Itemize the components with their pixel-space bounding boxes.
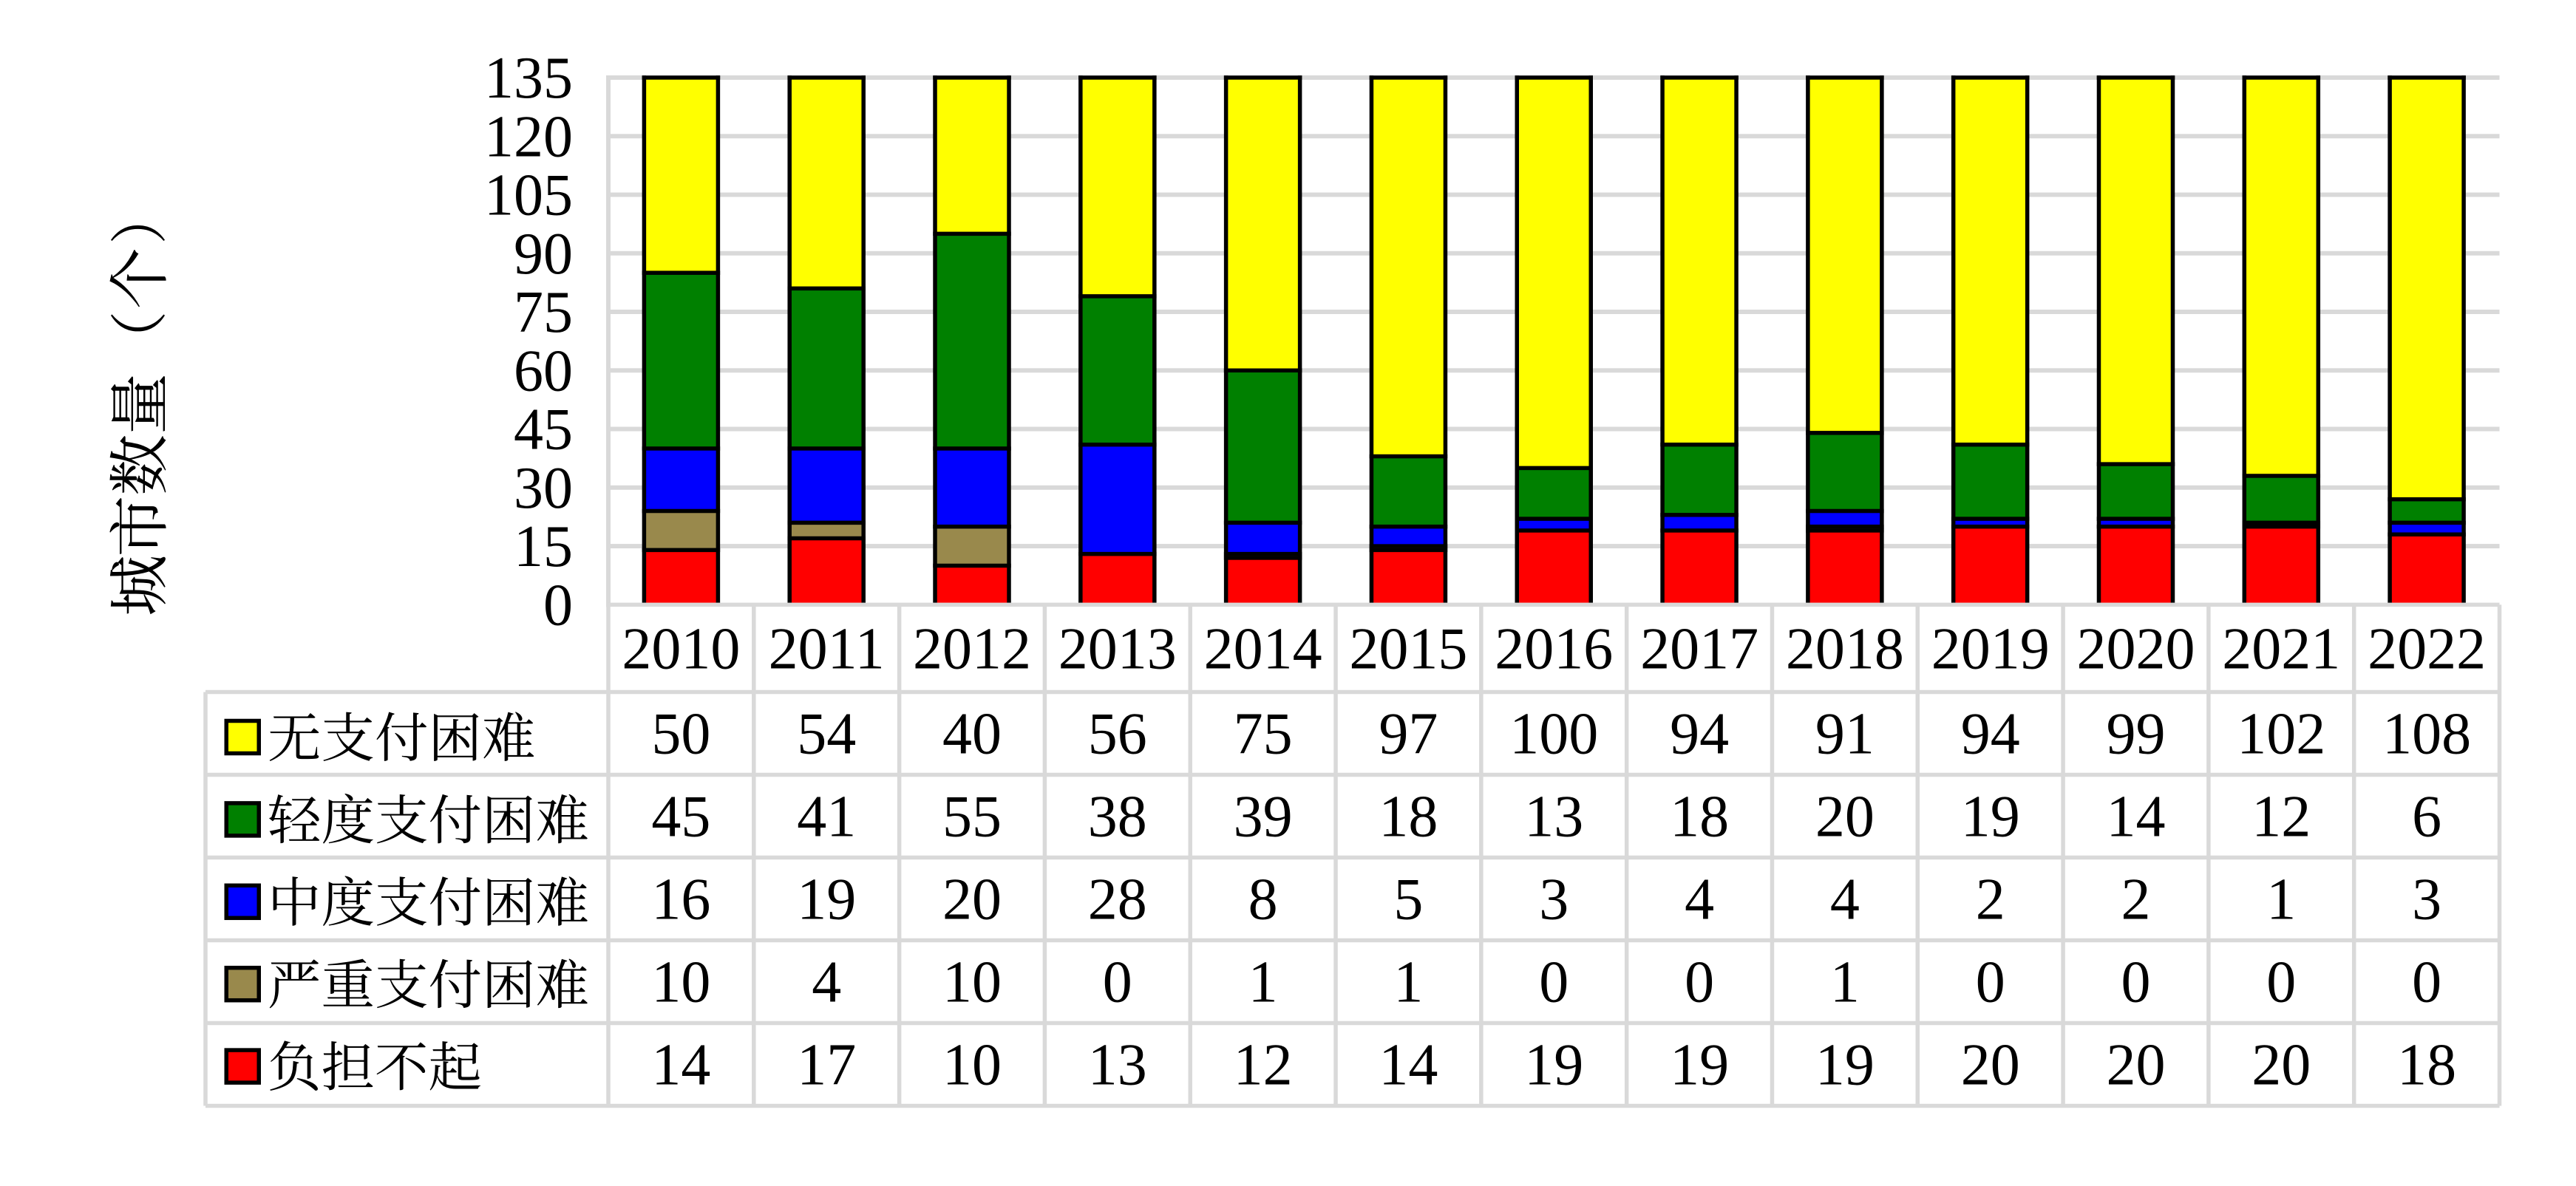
svg-text:19: 19	[797, 868, 856, 933]
svg-text:10: 10	[942, 950, 1002, 1015]
svg-text:2013: 2013	[1058, 616, 1177, 681]
svg-text:2019: 2019	[1931, 616, 2050, 681]
svg-text:1: 1	[1393, 950, 1423, 1015]
svg-text:60: 60	[514, 338, 573, 403]
svg-text:10: 10	[651, 950, 710, 1015]
svg-text:4: 4	[1830, 868, 1860, 933]
svg-text:135: 135	[484, 46, 573, 111]
svg-text:0: 0	[1103, 950, 1132, 1015]
svg-text:45: 45	[514, 398, 573, 463]
svg-text:0: 0	[543, 573, 573, 638]
svg-text:19: 19	[1815, 1033, 1875, 1098]
svg-text:15: 15	[514, 514, 573, 579]
svg-text:0: 0	[2266, 950, 2296, 1015]
svg-text:2018: 2018	[1786, 616, 1904, 681]
svg-text:2015: 2015	[1349, 616, 1467, 681]
svg-text:4: 4	[1685, 868, 1714, 933]
svg-text:91: 91	[1815, 702, 1875, 767]
svg-text:2010: 2010	[622, 616, 740, 681]
svg-text:5: 5	[1393, 868, 1423, 933]
svg-text:20: 20	[942, 868, 1002, 933]
svg-text:54: 54	[797, 702, 856, 767]
svg-text:2017: 2017	[1640, 616, 1758, 681]
svg-text:94: 94	[1961, 702, 2020, 767]
svg-text:17: 17	[797, 1033, 856, 1098]
svg-text:20: 20	[1815, 785, 1875, 850]
svg-text:105: 105	[484, 163, 573, 228]
svg-text:45: 45	[651, 785, 710, 850]
svg-text:20: 20	[2252, 1033, 2311, 1098]
svg-text:40: 40	[942, 702, 1002, 767]
svg-text:0: 0	[2121, 950, 2151, 1015]
svg-text:14: 14	[651, 1033, 710, 1098]
svg-text:100: 100	[1509, 702, 1598, 767]
svg-text:55: 55	[942, 785, 1002, 850]
svg-text:41: 41	[797, 785, 856, 850]
svg-text:10: 10	[942, 1033, 1002, 1098]
svg-text:28: 28	[1088, 868, 1147, 933]
svg-text:1: 1	[1830, 950, 1860, 1015]
svg-text:108: 108	[2382, 702, 2471, 767]
svg-text:4: 4	[812, 950, 841, 1015]
svg-text:19: 19	[1961, 785, 2020, 850]
svg-text:2016: 2016	[1495, 616, 1613, 681]
svg-text:3: 3	[2412, 868, 2441, 933]
svg-text:2022: 2022	[2368, 616, 2486, 681]
svg-text:14: 14	[1379, 1033, 1438, 1098]
svg-text:2020: 2020	[2077, 616, 2195, 681]
svg-text:102: 102	[2237, 702, 2325, 767]
svg-text:56: 56	[1088, 702, 1147, 767]
svg-text:2012: 2012	[913, 616, 1031, 681]
svg-text:0: 0	[1976, 950, 2005, 1015]
svg-text:1: 1	[2266, 868, 2296, 933]
svg-text:120: 120	[484, 104, 573, 169]
svg-text:8: 8	[1248, 868, 1278, 933]
svg-text:0: 0	[2412, 950, 2441, 1015]
svg-text:75: 75	[1234, 702, 1293, 767]
svg-text:0: 0	[1539, 950, 1569, 1015]
svg-text:12: 12	[2252, 785, 2311, 850]
svg-text:2: 2	[2121, 868, 2151, 933]
svg-text:3: 3	[1539, 868, 1569, 933]
svg-text:13: 13	[1088, 1033, 1147, 1098]
svg-text:0: 0	[1685, 950, 1714, 1015]
svg-text:2011: 2011	[769, 616, 885, 681]
svg-text:2014: 2014	[1204, 616, 1322, 681]
svg-text:90: 90	[514, 222, 573, 287]
svg-text:20: 20	[2107, 1033, 2166, 1098]
svg-text:18: 18	[2397, 1033, 2456, 1098]
svg-text:97: 97	[1379, 702, 1438, 767]
svg-text:99: 99	[2107, 702, 2166, 767]
svg-text:13: 13	[1524, 785, 1583, 850]
svg-text:16: 16	[651, 868, 710, 933]
svg-text:38: 38	[1088, 785, 1147, 850]
svg-text:2: 2	[1976, 868, 2005, 933]
svg-text:30: 30	[514, 456, 573, 521]
svg-text:6: 6	[2412, 785, 2441, 850]
svg-text:20: 20	[1961, 1033, 2020, 1098]
svg-text:14: 14	[2107, 785, 2166, 850]
svg-text:50: 50	[651, 702, 710, 767]
svg-text:18: 18	[1670, 785, 1729, 850]
svg-text:75: 75	[514, 280, 573, 345]
svg-text:19: 19	[1524, 1033, 1583, 1098]
svg-text:18: 18	[1379, 785, 1438, 850]
svg-text:39: 39	[1234, 785, 1293, 850]
svg-text:1: 1	[1248, 950, 1278, 1015]
svg-text:94: 94	[1670, 702, 1729, 767]
svg-text:19: 19	[1670, 1033, 1729, 1098]
svg-text:2021: 2021	[2222, 616, 2340, 681]
svg-text:12: 12	[1234, 1033, 1293, 1098]
